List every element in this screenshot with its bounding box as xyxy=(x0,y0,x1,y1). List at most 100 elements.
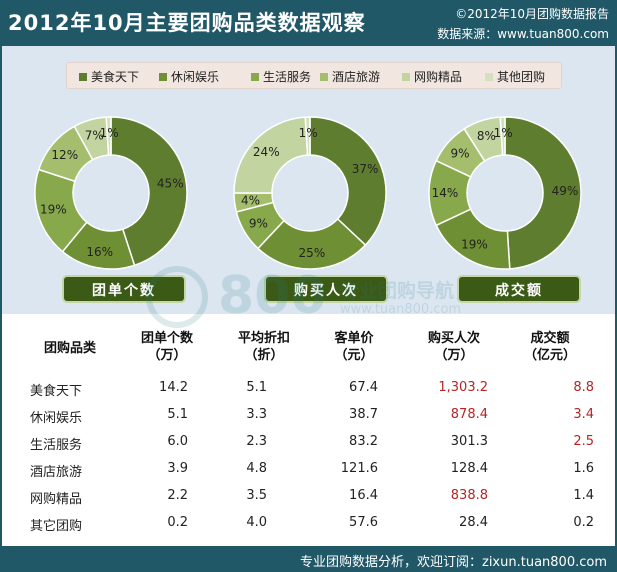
table-header-line: （折） xyxy=(244,348,284,363)
table-cell: 3.3 xyxy=(246,407,267,422)
table-header-line: 客单价 xyxy=(334,331,374,346)
legend-label: 美食天下 xyxy=(91,70,140,84)
table-header: 成交额 （亿元） xyxy=(505,330,595,364)
table-cell: 1.6 xyxy=(573,461,594,476)
legend-label: 酒店旅游 xyxy=(332,70,381,84)
legend-item: 网购精品 xyxy=(402,68,462,85)
table-cell: 838.8 xyxy=(450,488,488,503)
label-sales-amount: 成交额 xyxy=(457,275,581,303)
legend-swatch xyxy=(79,73,87,81)
table-cell: 301.3 xyxy=(450,434,488,449)
table-row-label: 美食天下 xyxy=(30,384,83,399)
table-cell: 14.2 xyxy=(159,380,188,395)
legend-swatch xyxy=(159,73,167,81)
watermark-brand: 专业团购导航 xyxy=(340,280,455,302)
table-row-label: 其它团购 xyxy=(30,519,83,534)
table-cell: 0.2 xyxy=(573,515,594,530)
watermark-number: 800 xyxy=(218,266,327,326)
table-cell: 3.4 xyxy=(573,407,594,422)
table-header-line: 团购品类 xyxy=(43,341,96,356)
donut-data-label: 9% xyxy=(249,217,268,231)
donut-data-label: 1% xyxy=(100,126,119,140)
table-cell: 83.2 xyxy=(349,434,378,449)
table-cell: 2.2 xyxy=(167,488,188,503)
table-cell: 1.4 xyxy=(573,488,594,503)
donut-chart-2: 37% 25% 9% 4% 24% 1% xyxy=(233,116,387,270)
header-bar: 2012年10月主要团购品类数据观察 ©2012年10月团购数据报告 数据来源：… xyxy=(0,0,617,46)
table-header: 购买人次 （万） xyxy=(409,330,499,364)
legend-item: 生活服务 xyxy=(251,68,311,85)
table-header-line: 团单个数 xyxy=(140,331,193,346)
table-cell: 4.8 xyxy=(246,461,267,476)
table-header: 团购品类 xyxy=(25,340,115,357)
table-cell: 1,303.2 xyxy=(438,380,488,395)
legend-label: 休闲娱乐 xyxy=(171,70,220,84)
copyright-text: ©2012年10月团购数据报告 xyxy=(455,7,609,21)
data-table: 团购品类 团单个数 （万） 平均折扣 （折） 客单价 （元） 购买人次 （万） 成交额 （亿元） 美食… xyxy=(0,314,617,546)
table-cell: 67.4 xyxy=(349,380,378,395)
table-row-label: 生活服务 xyxy=(30,438,83,453)
table-row-label: 酒店旅游 xyxy=(30,465,83,480)
legend-item: 休闲娱乐 xyxy=(159,68,219,85)
table-row-label: 网购精品 xyxy=(30,492,83,507)
legend-swatch xyxy=(320,73,328,81)
donut-data-label: 19% xyxy=(461,238,488,252)
table-cell: 5.1 xyxy=(246,380,267,395)
watermark-logo-icon xyxy=(146,266,208,328)
watermark-url: www.tuan800.com xyxy=(340,302,462,317)
table-cell: 8.8 xyxy=(573,380,594,395)
table-cell: 878.4 xyxy=(450,407,488,422)
donut-slice xyxy=(256,217,367,270)
donut-data-label: 19% xyxy=(40,203,67,217)
table-row-label: 休闲娱乐 xyxy=(30,411,83,426)
table-cell: 0.2 xyxy=(167,515,188,530)
table-cell: 4.0 xyxy=(246,515,267,530)
donut-data-label: 24% xyxy=(253,145,280,159)
donut-data-label: 14% xyxy=(432,186,459,200)
donut-charts: 45%16%19%12%7%1%37%25%9%4%24%1%49%19%14%… xyxy=(34,116,582,270)
donut-data-label: 7% xyxy=(85,128,104,142)
table-header-line: （亿元） xyxy=(523,348,576,363)
label-purchase-count: 购买人次 xyxy=(264,275,388,303)
legend-label: 其他团购 xyxy=(497,70,546,84)
table-cell: 2.5 xyxy=(573,434,594,449)
legend-swatch xyxy=(402,73,410,81)
table-header-line: （万） xyxy=(147,348,187,363)
donut-data-label: 9% xyxy=(450,146,469,160)
donut-chart-1: 45% 16% 19% 12% 7%1% xyxy=(34,116,188,270)
donut-data-label: 37% xyxy=(352,162,379,176)
donut-data-label: 25% xyxy=(299,246,326,260)
donut-slice xyxy=(309,116,387,247)
donut-data-label: 4% xyxy=(241,194,260,208)
table-cell: 28.4 xyxy=(459,515,488,530)
table-cell: 3.9 xyxy=(167,461,188,476)
table-cell: 16.4 xyxy=(349,488,378,503)
table-cell: 121.6 xyxy=(340,461,378,476)
legend-label: 生活服务 xyxy=(263,70,312,84)
table-header: 平均折扣 （折） xyxy=(219,330,309,364)
legend-item: 其他团购 xyxy=(485,68,545,85)
legend-swatch xyxy=(485,73,493,81)
footer-bar: 专业团购数据分析，欢迎订阅：zixun.tuan800.com xyxy=(0,546,617,572)
donut-data-label: 1% xyxy=(299,126,318,140)
legend-item: 酒店旅游 xyxy=(320,68,380,85)
donut-data-label: 12% xyxy=(51,148,78,162)
donut-slice xyxy=(304,116,311,156)
donut-data-label: 45% xyxy=(157,177,184,191)
donut-slice xyxy=(110,116,188,267)
legend-item: 美食天下 xyxy=(79,68,139,85)
page-title: 2012年10月主要团购品类数据观察 xyxy=(8,11,366,35)
watermark: 800 专业团购导航 www.tuan800.com xyxy=(140,266,500,336)
legend: 美食天下 休闲娱乐 生活服务 酒店旅游 网购精品 其他团购 xyxy=(66,62,562,89)
table-header-line: 成交额 xyxy=(530,331,570,346)
footer-text: 专业团购数据分析，欢迎订阅：zixun.tuan800.com xyxy=(300,555,607,570)
donut-data-label: 16% xyxy=(86,245,113,259)
donut-chart-3: 49% 19% 14% 9% 8%1% xyxy=(428,116,582,270)
table-cell: 3.5 xyxy=(246,488,267,503)
legend-swatch xyxy=(251,73,259,81)
table-header: 团单个数 （万） xyxy=(122,330,212,364)
table-header-line: （万） xyxy=(434,348,474,363)
table-cell: 2.3 xyxy=(246,434,267,449)
table-cell: 5.1 xyxy=(167,407,188,422)
